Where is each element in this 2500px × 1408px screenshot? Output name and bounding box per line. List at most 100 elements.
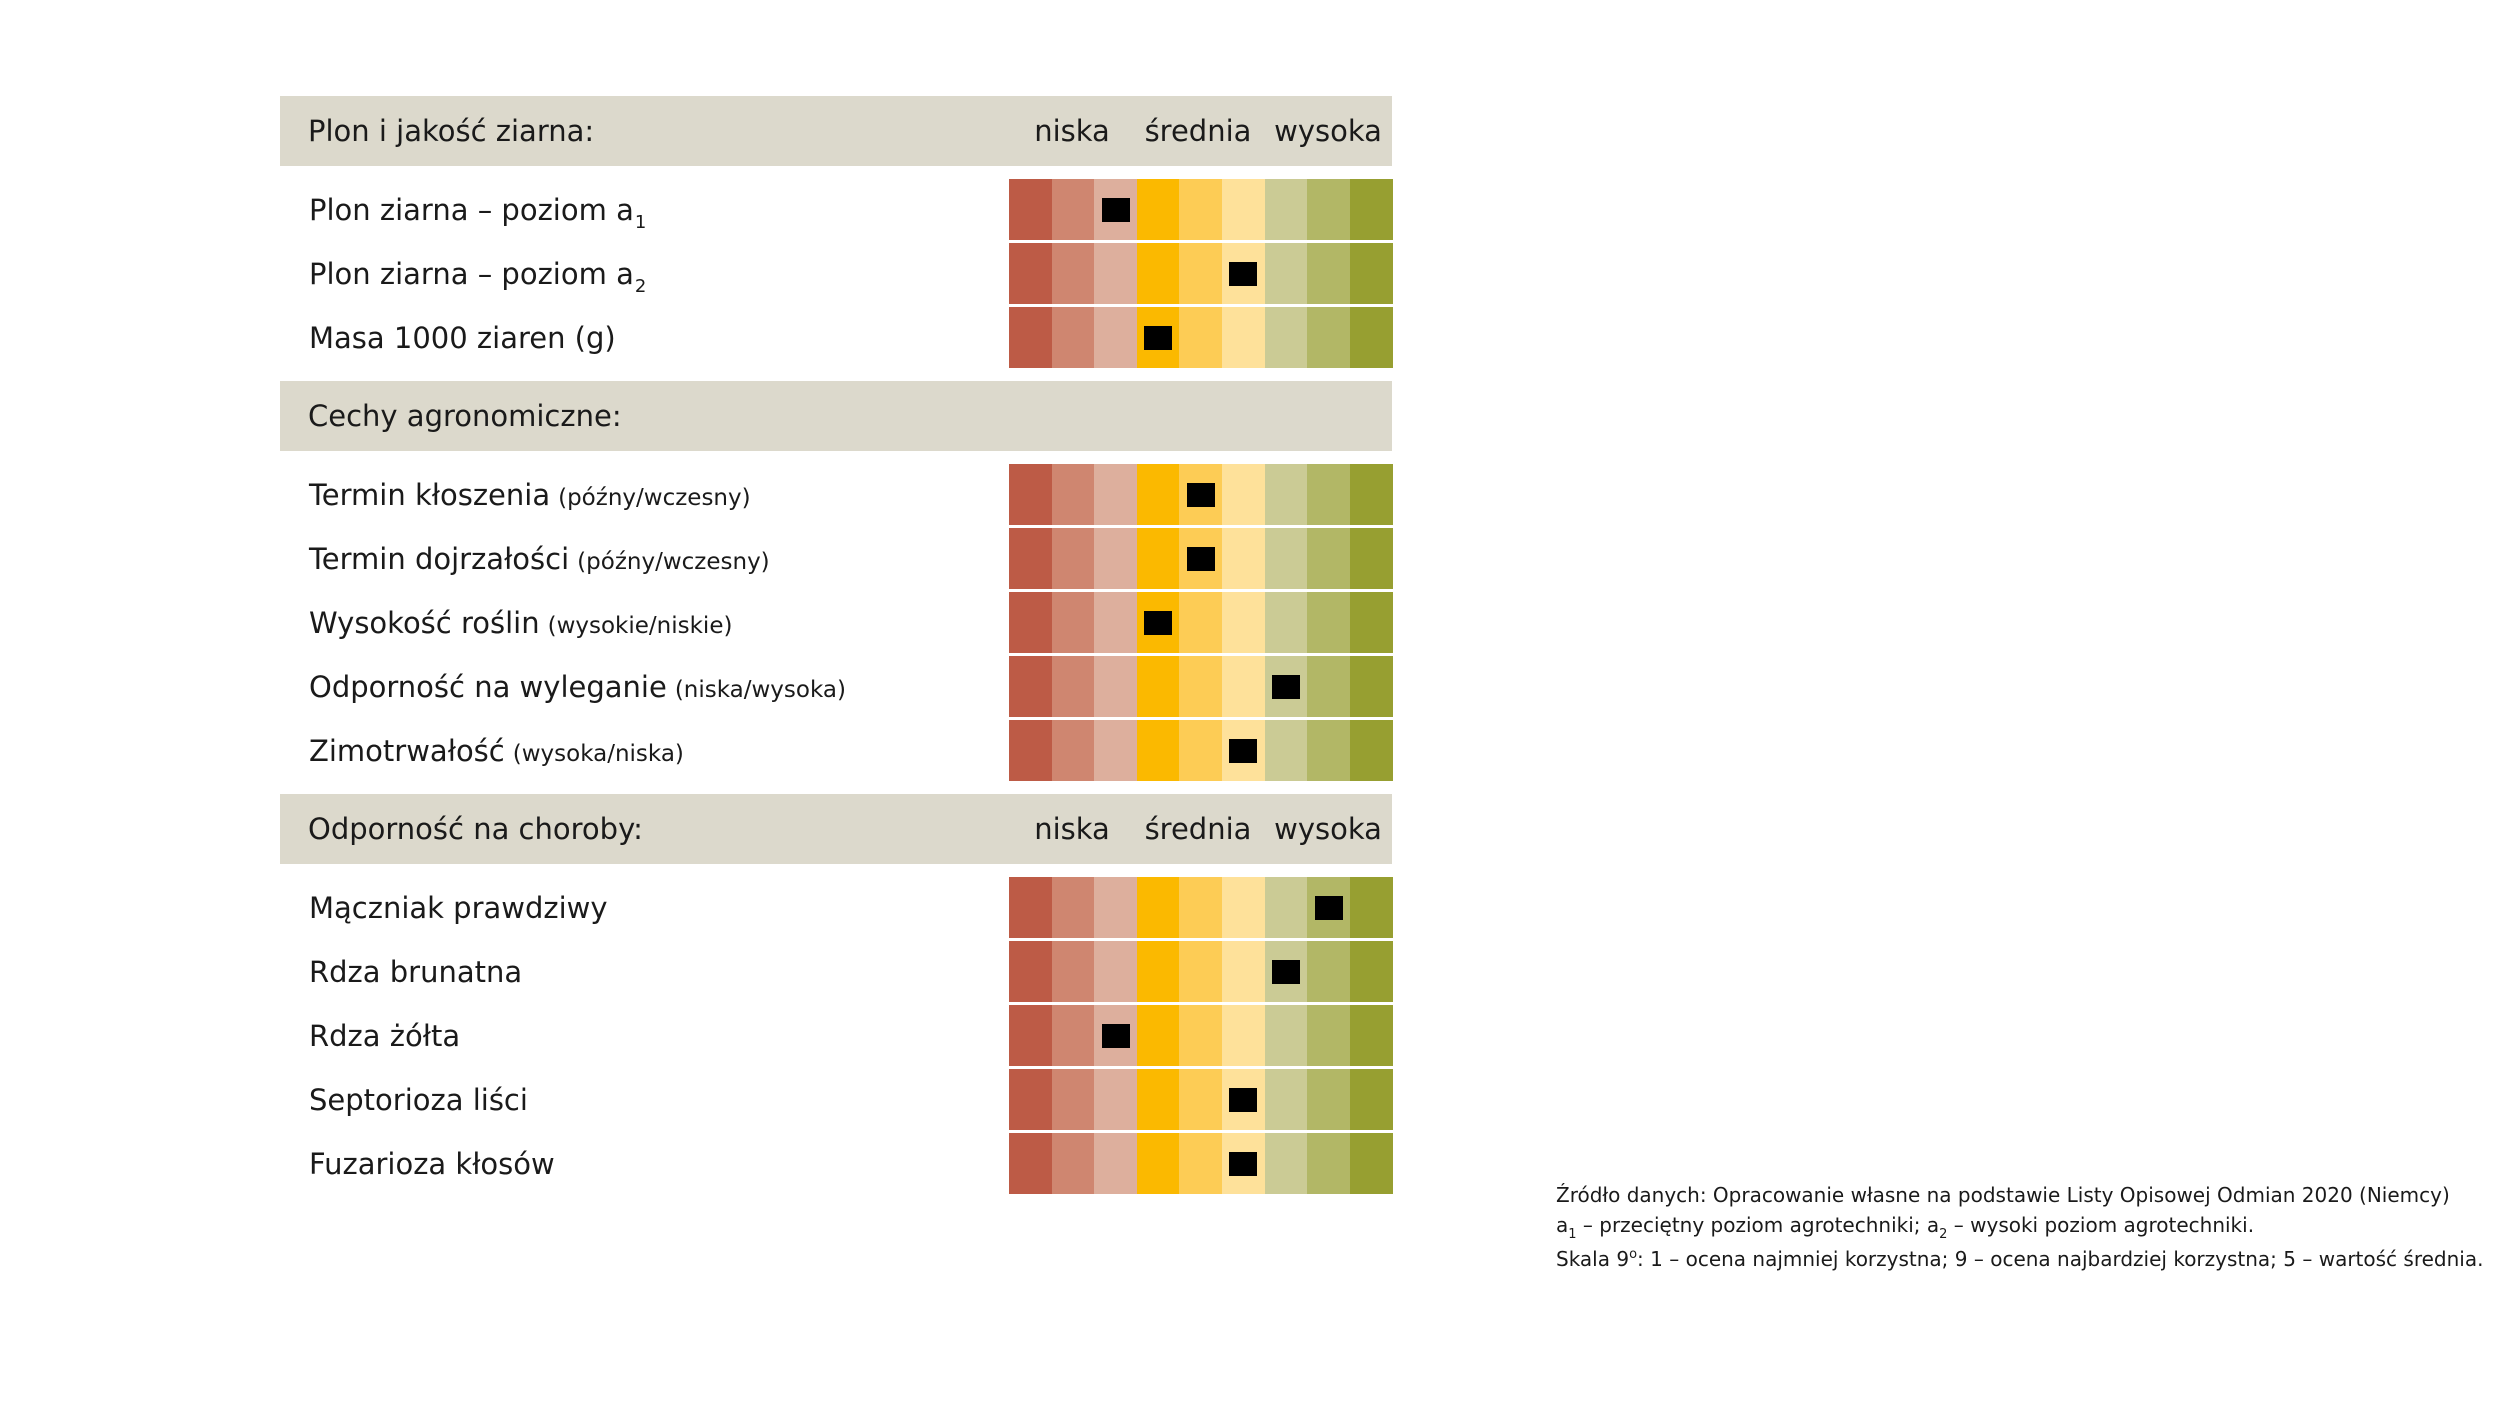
scale-cell [1179,1133,1223,1194]
a1-subscript: 1 [1568,1227,1577,1242]
scale-cell [1051,1133,1095,1194]
rating-marker [1271,674,1300,699]
scale-cell [1307,1069,1351,1130]
scale-cell [1264,307,1308,368]
scale-cell [1051,1005,1095,1066]
scale-cell [1094,720,1138,781]
section-header: Odporność na choroby: niska średnia wysoka [280,794,1392,864]
scale-cell [1179,941,1223,1002]
rating-marker [1101,1023,1130,1048]
scale-cell [1264,179,1308,240]
scale-cell [1307,656,1351,717]
scale-label: niska [1034,812,1110,846]
scale-cell [1179,243,1223,304]
agrotechnics-note: a1 – przeciętny poziom agrotechniki; a2 … [1556,1210,2483,1244]
row-label-text: Fuzarioza kłosów [309,1146,555,1181]
scale-cell [1094,528,1138,589]
scale-cell [1009,1005,1053,1066]
row-label-text: Termin kłoszenia [309,477,551,512]
row-label-text: Plon ziarna – poziom a [309,192,634,227]
scale-cell [1051,307,1095,368]
scale-prefix: Skala 9 [1556,1247,1630,1271]
scale-cell [1094,1133,1138,1194]
row-label: Fuzarioza kłosów [309,1144,555,1184]
scale-cell [1136,243,1180,304]
row-label-note: (późny/wczesny) [558,484,751,511]
scale-cell [1051,877,1095,938]
rating-marker [1101,197,1130,222]
scale-label: średnia [1144,114,1252,148]
rating-marker [1186,546,1215,571]
scale-cell [1009,1069,1053,1130]
row-label: Plon ziarna – poziom a1 [309,190,646,235]
scale-cell [1051,243,1095,304]
scale-cell [1264,1005,1308,1066]
row-label: Zimotrwałość (wysoka/niska) [309,731,684,774]
scale-cell [1051,1069,1095,1130]
scale-cell [1009,1133,1053,1194]
scale-cell [1264,720,1308,781]
scale-cell [1349,1069,1393,1130]
scale-cell [1009,877,1053,938]
scale-cell [1307,941,1351,1002]
scale-cell [1009,720,1053,781]
scale-cell [1136,1133,1180,1194]
scale-cell [1222,1005,1266,1066]
scale-cell [1094,656,1138,717]
rating-marker [1229,1087,1258,1112]
scale-cell [1264,877,1308,938]
row-label-text: Septorioza liści [309,1082,528,1117]
row-label: Masa 1000 ziaren (g) [309,318,616,358]
scale-cell [1136,1005,1180,1066]
row-label: Mączniak prawdziwy [309,888,608,928]
rating-marker [1186,482,1215,507]
scale-cell [1009,464,1053,525]
scale-cell [1136,464,1180,525]
scale-cell [1222,464,1266,525]
scale-cell [1264,528,1308,589]
row-label-subscript: 1 [634,211,647,233]
scale-cell [1349,941,1393,1002]
source-note: Źródło danych: Opracowanie własne na pod… [1556,1183,2450,1207]
row-label: Termin kłoszenia (późny/wczesny) [309,475,751,518]
scale-cell [1179,307,1223,368]
scale-cell [1179,1005,1223,1066]
scale-cell [1222,877,1266,938]
scale-cell [1051,464,1095,525]
a2-text: – wysoki poziom agrotechniki. [1947,1213,2255,1237]
row-label-text: Wysokość roślin [309,605,540,640]
scale-cell [1051,592,1095,653]
rating-marker [1314,895,1343,920]
scale-cell [1349,179,1393,240]
scale-cell [1222,307,1266,368]
scale-cell [1349,1005,1393,1066]
scale-cell [1051,179,1095,240]
scale-label: wysoka [1274,114,1382,148]
scale-cell [1349,656,1393,717]
scale-cell [1094,243,1138,304]
row-label: Plon ziarna – poziom a2 [309,254,646,299]
scale-cell [1136,179,1180,240]
scale-label: średnia [1144,812,1252,846]
scale-cell [1136,656,1180,717]
row-label: Odporność na wyleganie (niska/wysoka) [309,667,846,710]
scale-cell [1264,243,1308,304]
scale-cell [1136,1069,1180,1130]
scale-cell [1094,1069,1138,1130]
scale-cell [1307,1133,1351,1194]
scale-cell [1264,1133,1308,1194]
scale-cell [1094,941,1138,1002]
scale-cell [1264,464,1308,525]
rating-marker [1144,325,1173,350]
scale-cell [1009,528,1053,589]
row-label-text: Masa 1000 ziaren (g) [309,320,616,355]
rating-marker [1271,959,1300,984]
row-label-text: Odporność na wyleganie [309,669,667,704]
scale-cell [1179,179,1223,240]
scale-cell [1222,656,1266,717]
scale-cell [1222,179,1266,240]
rating-marker [1229,738,1258,763]
section-title: Cechy agronomiczne: [308,399,622,433]
row-label-text: Mączniak prawdziwy [309,890,608,925]
scale-cell [1222,592,1266,653]
